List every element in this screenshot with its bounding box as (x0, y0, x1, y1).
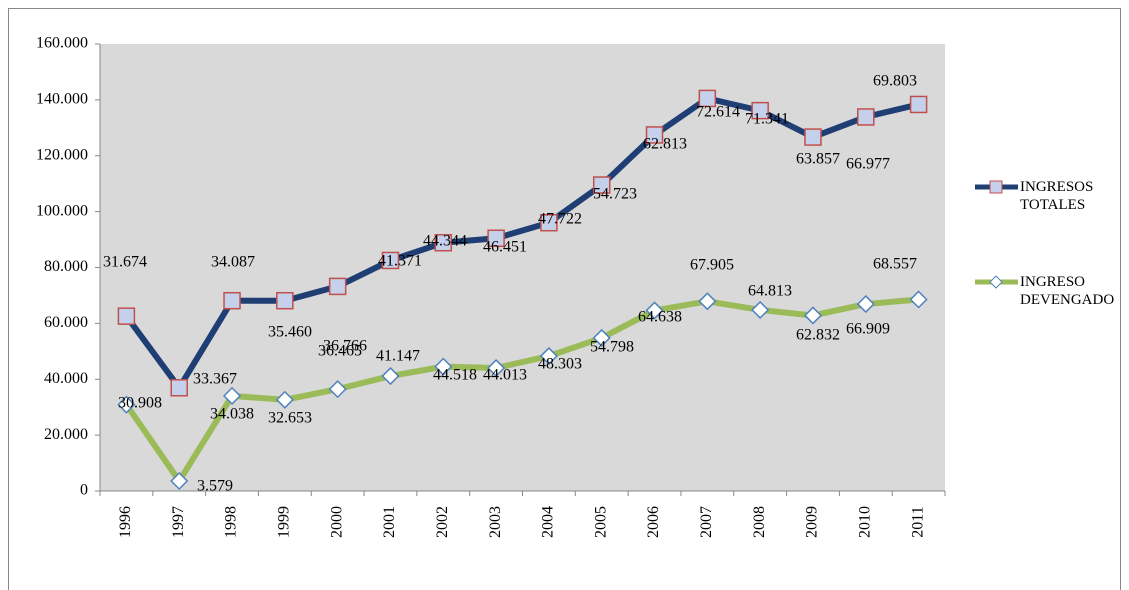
marker (592, 176, 611, 194)
marker (223, 291, 241, 310)
data-label: 71.341 (745, 111, 789, 128)
data-label: 33.367 (193, 371, 237, 388)
x-tick-label: 2006 (645, 506, 662, 538)
x-tick-label: 1998 (223, 506, 240, 538)
x-tick-label: 2009 (804, 506, 821, 538)
data-label: 62.832 (796, 327, 840, 344)
marker (804, 128, 822, 146)
x-tick-label: 2007 (698, 506, 715, 538)
data-label: 44.344 (423, 233, 467, 250)
legend-marker (989, 180, 1003, 194)
marker (909, 290, 928, 309)
x-tick-label: 2003 (487, 506, 504, 538)
y-tick-label: 0 (80, 482, 88, 499)
data-label: 41.371 (378, 253, 422, 270)
data-label: 64.813 (748, 283, 792, 300)
data-label: 66.977 (846, 156, 890, 173)
marker (434, 357, 453, 376)
marker (645, 301, 664, 320)
marker (487, 229, 505, 248)
x-tick-label: 2001 (381, 506, 398, 538)
x-tick-label: 1996 (117, 506, 134, 538)
marker (381, 366, 400, 386)
data-label: 41.147 (376, 348, 420, 365)
data-label: 36.766 (323, 338, 367, 355)
data-label: 54.723 (593, 186, 637, 203)
data-label: 34.038 (210, 406, 254, 423)
marker (751, 101, 769, 120)
data-label: 31.674 (103, 254, 147, 271)
data-label: 67.905 (690, 257, 734, 274)
data-label: 3.579 (197, 478, 233, 495)
x-tick-label: 1997 (170, 506, 187, 538)
marker (698, 292, 717, 311)
x-tick-label: 2011 (909, 506, 926, 537)
data-label: 35.460 (268, 324, 312, 341)
x-tick-label: 2004 (540, 506, 557, 538)
chart-border (8, 8, 1121, 590)
marker (275, 390, 294, 409)
data-label: 66.909 (846, 321, 890, 338)
y-tick-label: 40.000 (44, 370, 88, 387)
marker (857, 108, 875, 126)
legend-label: INGRESOS TOTALES (1020, 179, 1094, 213)
x-tick-label: 2005 (592, 506, 609, 538)
marker (645, 126, 664, 144)
y-tick-label: 120.000 (36, 146, 88, 163)
y-tick-label: 60.000 (44, 314, 88, 331)
marker (698, 89, 717, 108)
x-tick-label: 2002 (434, 506, 451, 538)
marker (117, 307, 136, 325)
marker (856, 295, 875, 314)
data-label: 32.653 (268, 410, 312, 427)
marker (803, 306, 823, 325)
marker (222, 386, 242, 405)
marker (909, 95, 928, 114)
data-label: 44.518 (433, 367, 477, 384)
data-label: 68.557 (873, 256, 917, 273)
y-tick-label: 160.000 (36, 35, 88, 52)
marker (170, 471, 189, 491)
marker (381, 251, 400, 270)
marker (487, 358, 506, 378)
y-tick-label: 100.000 (36, 202, 88, 219)
data-label: 69.803 (873, 73, 917, 90)
data-label: 64.638 (638, 309, 682, 326)
marker (434, 233, 453, 252)
marker (328, 380, 347, 399)
x-tick-label: 2010 (856, 506, 873, 538)
y-tick-label: 140.000 (36, 91, 88, 108)
data-label: 30.908 (118, 395, 162, 412)
legend-label: INGRESO DEVENGADO (1020, 274, 1115, 308)
marker (276, 291, 294, 310)
data-label: 63.857 (796, 151, 840, 168)
series-line (123, 95, 920, 391)
marker (328, 277, 347, 296)
data-label: 34.087 (211, 254, 255, 271)
y-tick-label: 80.000 (44, 258, 88, 275)
marker (751, 300, 770, 319)
data-label: 48.303 (538, 356, 582, 373)
legend-marker (989, 275, 1003, 289)
marker (539, 346, 558, 366)
data-label: 62.813 (643, 136, 687, 153)
data-label: 54.798 (590, 339, 634, 356)
x-tick-label: 2000 (328, 506, 345, 538)
x-tick-label: 1999 (276, 506, 293, 538)
marker (170, 379, 188, 397)
marker (117, 395, 136, 414)
data-label: 46.451 (483, 239, 527, 256)
x-tick-label: 2008 (751, 506, 768, 538)
marker (540, 213, 558, 232)
marker (592, 328, 611, 347)
data-label: 47.722 (538, 211, 582, 228)
data-label: 72.614 (696, 104, 740, 121)
y-tick-label: 20.000 (44, 426, 88, 443)
data-label: 44.013 (483, 367, 527, 384)
series-line (123, 296, 919, 485)
plot-area (100, 44, 945, 491)
data-label: 36.465 (318, 343, 362, 360)
